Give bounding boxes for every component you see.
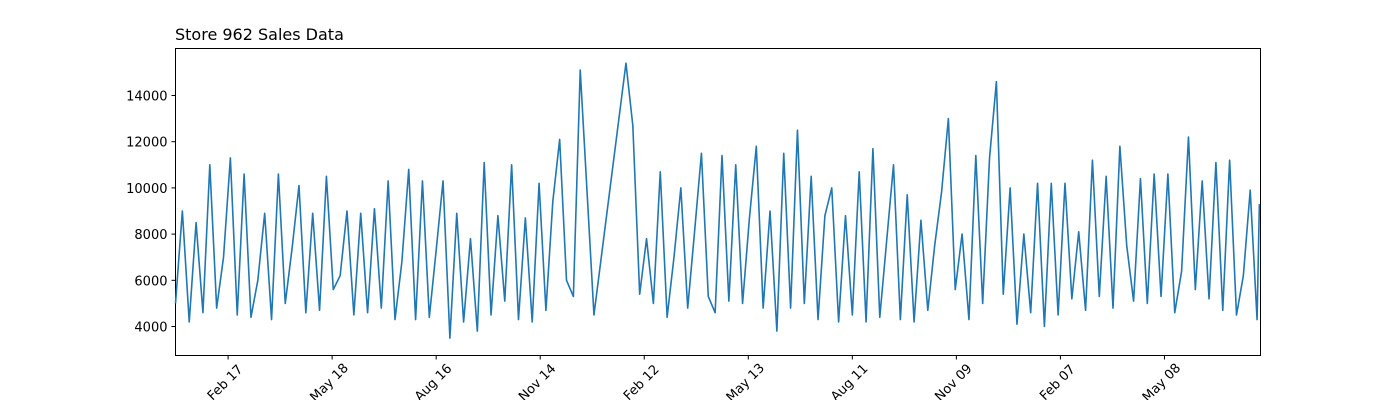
x-tick-label: Feb 17 — [205, 362, 247, 400]
data-line — [174, 62, 1261, 339]
y-tick-label: 14000 — [126, 90, 167, 105]
x-tick-label: Aug 11 — [828, 361, 871, 400]
y-tick-label: 6000 — [134, 274, 167, 289]
x-tick-label: Aug 16 — [412, 361, 455, 400]
x-tick-label: Nov 14 — [516, 361, 559, 400]
x-tick-label: Feb 07 — [1037, 362, 1079, 400]
y-tick-label: 8000 — [134, 228, 167, 243]
x-tick-label: Nov 09 — [932, 361, 975, 400]
plot-frame — [175, 48, 1261, 356]
x-tick-label: May 18 — [308, 361, 352, 400]
x-tick-label: May 08 — [1140, 361, 1184, 400]
y-tick-label: 10000 — [126, 182, 167, 197]
y-tick-label: 4000 — [134, 321, 167, 336]
x-tick-label: Feb 12 — [621, 362, 663, 400]
chart-title: Store 962 Sales Data — [175, 25, 344, 44]
x-tick-label: May 13 — [724, 361, 768, 400]
y-tick-label: 12000 — [126, 136, 167, 151]
